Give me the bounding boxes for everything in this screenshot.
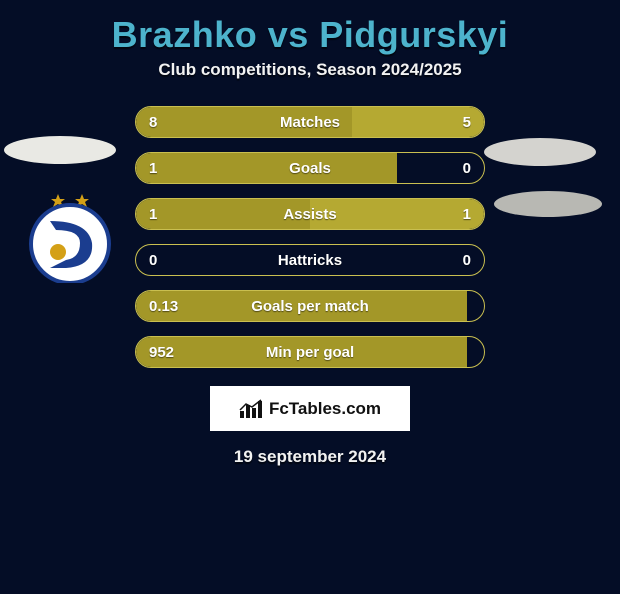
stat-row: 11Assists — [135, 198, 485, 230]
stat-row: 85Matches — [135, 106, 485, 138]
brand-bar: FcTables.com — [210, 386, 410, 431]
stat-value-left: 8 — [136, 107, 170, 137]
brand-text: FcTables.com — [269, 399, 381, 419]
stat-value-left: 0 — [136, 245, 170, 275]
stat-value-right — [458, 291, 484, 321]
stat-fill-left — [136, 153, 397, 183]
stat-value-right: 0 — [450, 153, 484, 183]
stat-value-right: 1 — [450, 199, 484, 229]
stat-row: 10Goals — [135, 152, 485, 184]
stat-value-right: 0 — [450, 245, 484, 275]
stat-label: Hattricks — [136, 245, 484, 275]
stat-value-left: 952 — [136, 337, 187, 367]
stat-value-right: 5 — [450, 107, 484, 137]
flag-ellipse — [484, 138, 596, 166]
stat-value-right — [458, 337, 484, 367]
page-subtitle: Club competitions, Season 2024/2025 — [0, 60, 620, 80]
stat-value-left: 0.13 — [136, 291, 191, 321]
stat-value-left: 1 — [136, 153, 170, 183]
stat-row: 952Min per goal — [135, 336, 485, 368]
page-title: Brazhko vs Pidgurskyi — [0, 14, 620, 56]
stat-row: 0 0Hattricks — [135, 244, 485, 276]
flag-ellipse — [4, 136, 116, 164]
club-crest — [20, 188, 120, 283]
stats-block: 85Matches10Goals11Assists00Hattricks0.13… — [135, 106, 485, 368]
flag-ellipse — [494, 191, 602, 217]
date-text: 19 september 2024 — [0, 447, 620, 467]
stat-value-left: 1 — [136, 199, 170, 229]
brand-icon — [239, 399, 263, 419]
stat-row: 0.13Goals per match — [135, 290, 485, 322]
